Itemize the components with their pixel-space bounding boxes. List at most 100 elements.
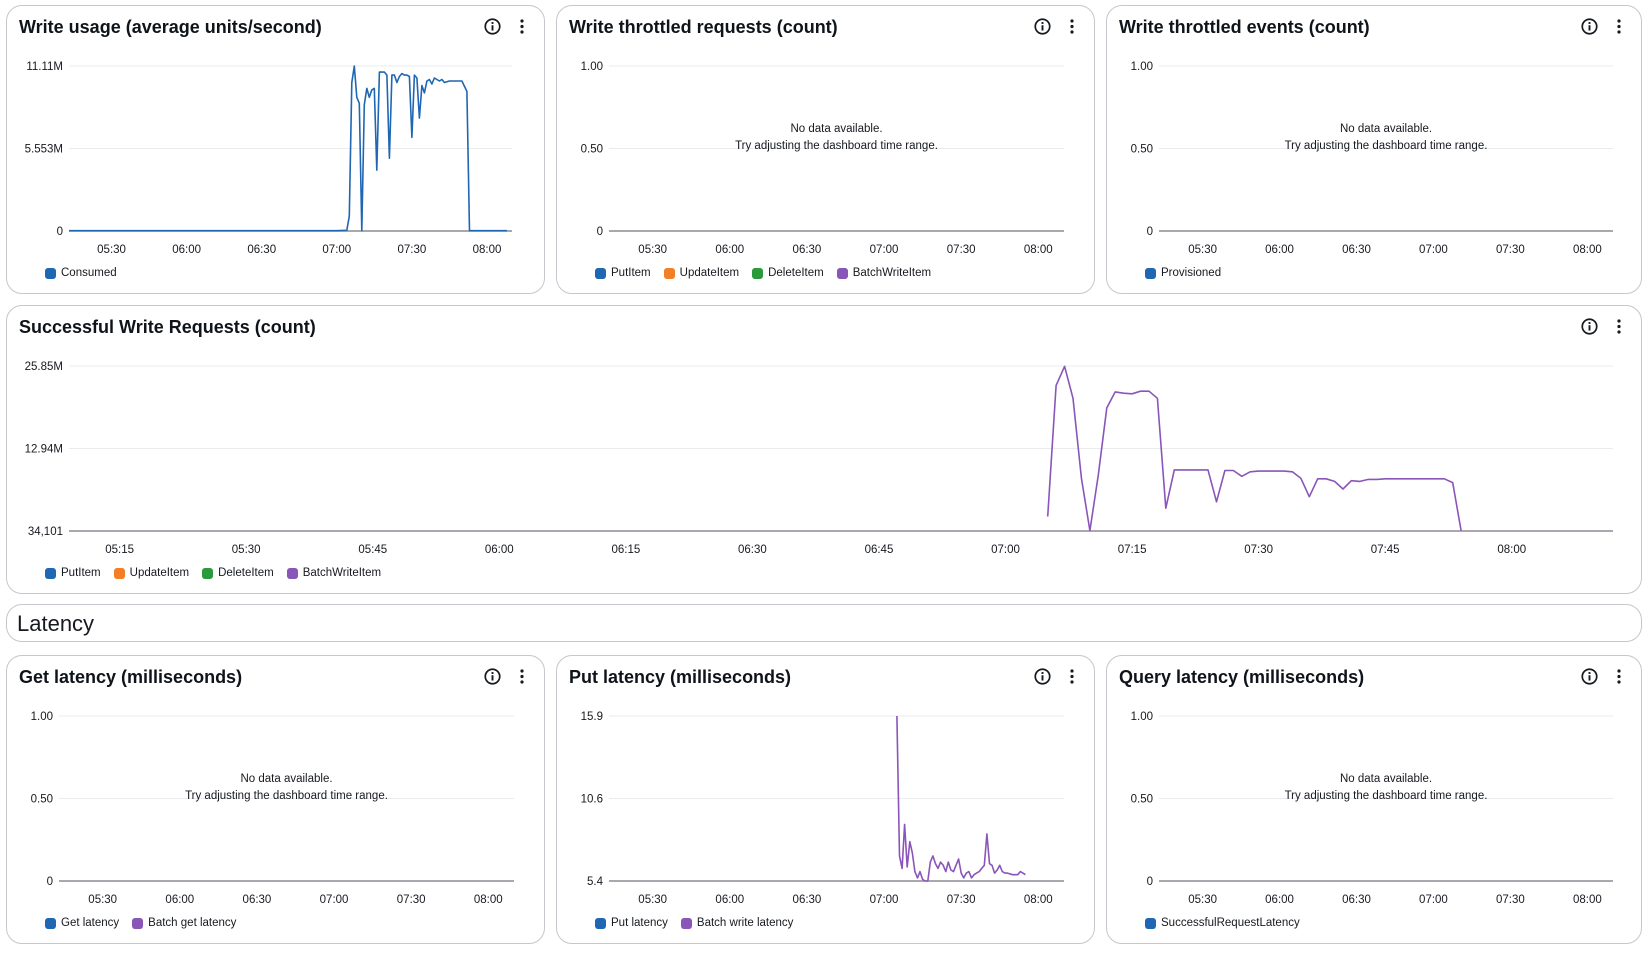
- info-icon[interactable]: [482, 16, 502, 36]
- info-icon[interactable]: [1032, 666, 1052, 686]
- x-tick-label: 05:30: [638, 244, 667, 256]
- chart-write-throttled-events: 0 0.50 1.00 05:30 06:00 06:30 07:00 07:30 08:00 N…: [1131, 61, 1613, 256]
- y-tick-label: 1.00: [31, 711, 53, 723]
- x-tick-label: 05:15: [105, 544, 134, 556]
- x-tick-label: 06:30: [738, 544, 767, 556]
- legend-item[interactable]: Provisioned: [1145, 267, 1221, 279]
- x-tick-label: 07:30: [1496, 894, 1525, 906]
- x-tick-label: 07:30: [1496, 244, 1525, 256]
- more-actions-icon[interactable]: [1609, 16, 1629, 36]
- legend-item[interactable]: BatchWriteItem: [836, 267, 931, 279]
- x-tick-label: 08:00: [473, 244, 502, 256]
- y-tick-label: 1.00: [1131, 711, 1153, 723]
- legend-item[interactable]: PutItem: [595, 267, 651, 279]
- info-icon[interactable]: [1579, 316, 1599, 336]
- legend-label: Put latency: [611, 917, 668, 929]
- x-tick-label: 06:00: [485, 544, 514, 556]
- legend-label: UpdateItem: [129, 567, 190, 579]
- more-actions-icon[interactable]: [1062, 666, 1082, 686]
- info-icon[interactable]: [1579, 666, 1599, 686]
- legend-item[interactable]: Get latency: [45, 917, 119, 929]
- y-tick-label: 15.9: [581, 711, 603, 723]
- y-tick-label: 0: [57, 226, 63, 238]
- x-tick-label: 05:30: [1188, 244, 1217, 256]
- info-icon[interactable]: [1579, 16, 1599, 36]
- legend-swatch: [1145, 917, 1156, 929]
- panel-actions: [482, 666, 532, 686]
- panel-actions: [1032, 16, 1082, 36]
- panel-query-latency: Query latency (milliseconds) 0 0.50 1.00 05…: [1106, 655, 1642, 944]
- x-tick-label: 08:00: [1573, 244, 1602, 256]
- x-tick-label: 06:00: [715, 894, 744, 906]
- x-tick-label: 07:30: [397, 244, 426, 256]
- panel-title: Write throttled requests (count): [569, 17, 838, 37]
- y-tick-label: 0.50: [31, 794, 53, 806]
- y-tick-label: 5.4: [587, 876, 604, 888]
- chart-successful-write-requests: 34,101 12.94M 25.85M 05:15 05:30 05:45 06:00 06…: [25, 361, 1613, 556]
- legend-swatch: [663, 267, 675, 279]
- legend: PutItem UpdateItem DeleteItem BatchWriteIte…: [595, 267, 931, 279]
- panel-actions: [1579, 666, 1629, 686]
- panel-actions: [1032, 666, 1082, 686]
- legend-item[interactable]: UpdateItem: [663, 267, 739, 279]
- more-actions-icon[interactable]: [512, 666, 532, 686]
- legend-item[interactable]: Consumed: [45, 267, 117, 279]
- x-tick-label: 06:00: [715, 244, 744, 256]
- x-tick-label: 06:00: [172, 244, 201, 256]
- x-tick-label: 06:00: [1265, 244, 1294, 256]
- info-icon[interactable]: [482, 666, 502, 686]
- legend-swatch: [680, 917, 692, 929]
- legend-item[interactable]: DeleteItem: [752, 267, 824, 279]
- x-tick-label: 05:30: [638, 894, 667, 906]
- legend-label: PutItem: [61, 567, 101, 579]
- legend-item[interactable]: Batch write latency: [680, 917, 793, 929]
- legend-label: BatchWriteItem: [302, 567, 382, 579]
- x-tick-label: 06:30: [793, 244, 822, 256]
- legend-swatch: [45, 917, 56, 929]
- panel-title: Write throttled events (count): [1119, 17, 1370, 37]
- legend-label: Provisioned: [1161, 267, 1222, 279]
- legend-item[interactable]: BatchWriteItem: [286, 567, 382, 579]
- x-tick-label: 06:30: [247, 244, 276, 256]
- legend: Get latency Batch get latency: [45, 917, 236, 929]
- more-actions-icon[interactable]: [1609, 316, 1629, 336]
- x-tick-label: 07:00: [1419, 244, 1448, 256]
- x-tick-label: 07:30: [947, 244, 976, 256]
- chart-get-latency: 0 0.50 1.00 05:30 06:00 06:30 07:00 07:30 08:00 N…: [31, 711, 514, 906]
- legend-label: Consumed: [61, 267, 117, 279]
- panel-put-latency: Put latency (milliseconds) 5.4 10.6 15.9 05…: [556, 655, 1095, 944]
- y-tick-label: 1.00: [581, 61, 603, 73]
- legend: PutItem UpdateItem DeleteItem BatchWriteIte…: [45, 567, 381, 579]
- series-line: [69, 65, 507, 232]
- y-tick-label: 0.50: [1131, 144, 1153, 156]
- legend-label: PutItem: [611, 267, 651, 279]
- y-tick-label: 12.94M: [25, 444, 63, 456]
- legend-item[interactable]: Batch get latency: [132, 917, 236, 929]
- chart-write-usage: 0 5.553M 11.11M 05:30 06:00 06:30 07:00 07:30 08…: [25, 61, 512, 256]
- x-tick-label: 08:00: [474, 894, 503, 906]
- series-line: [896, 715, 1026, 882]
- panel-write-throttled-requests: Write throttled requests (count) 0 0.50 1.…: [556, 5, 1095, 294]
- y-tick-label: 25.85M: [25, 361, 63, 373]
- x-tick-label: 08:00: [1024, 244, 1053, 256]
- chart-write-throttled-requests: 0 0.50 1.00 05:30 06:00 06:30 07:00 07:30 08:00 N…: [581, 61, 1064, 256]
- info-icon[interactable]: [1032, 16, 1052, 36]
- y-tick-label: 10.6: [581, 794, 603, 806]
- more-actions-icon[interactable]: [1609, 666, 1629, 686]
- legend-item[interactable]: PutItem: [45, 567, 101, 579]
- legend-swatch: [286, 567, 298, 579]
- more-actions-icon[interactable]: [512, 16, 532, 36]
- legend-item[interactable]: DeleteItem: [202, 567, 274, 579]
- legend-swatch: [202, 567, 214, 579]
- x-tick-label: 05:45: [358, 544, 387, 556]
- more-actions-icon[interactable]: [1062, 16, 1082, 36]
- x-tick-label: 05:30: [1188, 894, 1217, 906]
- no-data-hint: Try adjusting the dashboard time range.: [1285, 790, 1488, 802]
- legend-item[interactable]: Put latency: [595, 917, 668, 929]
- x-tick-label: 06:30: [1342, 244, 1371, 256]
- legend-item[interactable]: SuccessfulRequestLatency: [1145, 917, 1300, 929]
- legend-item[interactable]: UpdateItem: [113, 567, 190, 579]
- no-data-message: No data available.: [790, 123, 882, 135]
- legend-label: SuccessfulRequestLatency: [1161, 917, 1300, 929]
- x-tick-label: 07:00: [870, 244, 899, 256]
